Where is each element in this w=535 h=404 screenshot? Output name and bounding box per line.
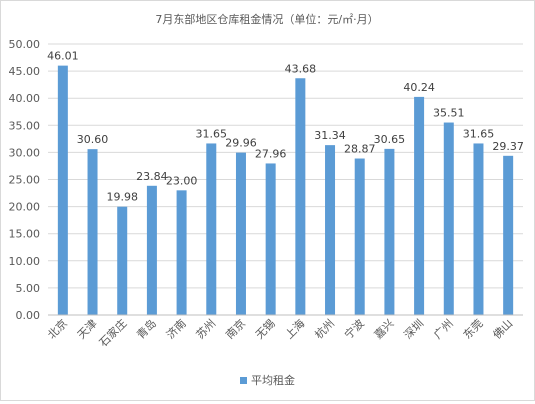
x-tick-label: 上海: [282, 316, 307, 341]
y-tick-label: 0.00: [16, 309, 41, 322]
bar: [87, 149, 98, 315]
y-tick-label: 25.00: [9, 174, 41, 187]
x-tick-label: 南京: [223, 316, 248, 341]
chart-title: 7月东部地区仓库租金情况（单位：元/㎡·月）: [155, 12, 378, 26]
data-label: 19.98: [106, 191, 138, 204]
y-tick-label: 10.00: [9, 255, 41, 268]
x-tick-label: 广州: [431, 317, 456, 342]
x-tick-label: 天津: [75, 317, 100, 342]
legend-label: 平均租金: [251, 373, 295, 387]
data-label: 35.51: [433, 107, 465, 120]
x-tick-label: 嘉兴: [371, 316, 396, 341]
bar: [443, 122, 454, 315]
data-label: 40.24: [403, 81, 435, 94]
data-label: 23.84: [136, 170, 168, 183]
x-tick-label: 北京: [45, 316, 70, 341]
bar: [325, 145, 336, 315]
data-label: 31.65: [196, 127, 228, 140]
bar: [473, 143, 484, 315]
data-label: 29.37: [492, 140, 524, 153]
y-tick-label: 35.00: [9, 119, 41, 132]
bar: [384, 148, 395, 315]
x-tick-label: 杭州: [312, 316, 337, 341]
data-label: 31.65: [463, 127, 495, 140]
bar: [295, 78, 306, 316]
y-tick-label: 40.00: [9, 92, 41, 105]
data-labels: 46.0130.6019.9823.8423.0031.6529.9627.96…: [47, 50, 524, 204]
y-tick-label: 15.00: [9, 228, 41, 241]
bar: [206, 143, 217, 315]
x-tick-label: 苏州: [194, 317, 219, 342]
x-tick-label: 东莞: [461, 317, 486, 342]
data-label: 30.60: [77, 133, 109, 146]
bar: [146, 185, 157, 315]
bar: [265, 163, 276, 315]
legend: 平均租金: [240, 373, 295, 387]
bar: [57, 65, 68, 316]
bar: [503, 155, 514, 315]
x-tick-label: 宁波: [341, 316, 366, 341]
y-tick-label: 20.00: [9, 201, 41, 214]
x-tick-label: 济南: [163, 316, 188, 341]
bars: [57, 65, 514, 316]
legend-swatch: [240, 377, 247, 384]
x-tick-label: 深圳: [401, 317, 426, 342]
data-label: 23.00: [166, 174, 198, 187]
data-label: 43.68: [285, 62, 317, 75]
bar: [354, 158, 365, 315]
y-axis: 0.00 5.00 10.00 15.00 20.00 25.00 30.00 35.00 40…: [9, 38, 41, 322]
y-tick-label: 50.00: [9, 38, 41, 51]
bar: [117, 206, 128, 315]
data-label: 29.96: [225, 137, 257, 150]
y-tick-label: 45.00: [9, 65, 41, 78]
bar: [414, 96, 425, 315]
x-tick-label: 佛山: [491, 317, 516, 342]
y-tick-label: 30.00: [9, 146, 41, 159]
data-label: 46.01: [47, 50, 79, 63]
data-label: 27.96: [255, 147, 287, 160]
x-tick-label: 无锡: [252, 316, 277, 341]
data-label: 31.34: [314, 129, 346, 142]
y-tick-label: 5.00: [16, 282, 41, 295]
data-label: 30.65: [374, 133, 406, 146]
bar: [176, 190, 187, 315]
data-label: 28.87: [344, 143, 376, 156]
bar: [235, 152, 246, 315]
x-tick-label: 青岛: [134, 316, 159, 341]
x-tick-label: 石家庄: [96, 316, 129, 349]
